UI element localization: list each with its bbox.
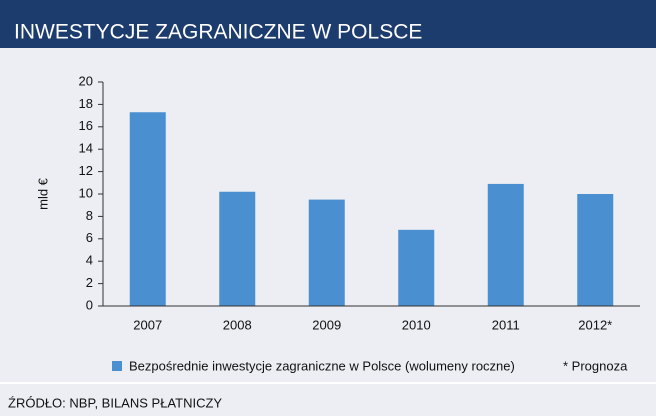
y-tick-label: 20 — [79, 73, 93, 88]
x-tick-label: 2009 — [312, 317, 341, 332]
y-axis-label: mld € — [35, 177, 50, 210]
y-tick-label: 2 — [86, 275, 93, 290]
x-tick-label: 2011 — [492, 317, 520, 332]
x-tick-label: 2007 — [133, 317, 162, 332]
bar — [308, 199, 345, 306]
header-bar — [0, 0, 656, 48]
y-tick-label: 10 — [79, 185, 93, 200]
x-tick-label: 2012* — [578, 317, 612, 332]
y-tick-label: 4 — [86, 253, 93, 268]
bar — [398, 229, 435, 306]
x-tick-label: 2008 — [223, 317, 252, 332]
bar — [487, 183, 524, 306]
chart-title: INWESTYCJE ZAGRANICZNE W POLSCE — [14, 21, 422, 44]
x-tick-label: 2010 — [402, 317, 431, 332]
source: ŹRÓDŁO: NBP, BILANS PŁATNICZY — [8, 395, 222, 410]
y-tick-label: 6 — [86, 230, 93, 245]
bar — [219, 191, 256, 306]
legend-label: Bezpośrednie inwestycje zagraniczne w Po… — [129, 358, 515, 373]
bar — [577, 194, 614, 306]
y-tick-label: 14 — [79, 141, 93, 156]
y-tick-label: 8 — [86, 208, 93, 223]
y-tick-label: 0 — [86, 297, 93, 312]
y-tick-label: 18 — [79, 96, 93, 111]
legend-swatch — [112, 361, 122, 371]
y-tick-label: 16 — [79, 118, 93, 133]
bar — [129, 112, 166, 307]
y-tick-label: 12 — [79, 163, 93, 178]
note: * Prognoza — [563, 358, 628, 373]
